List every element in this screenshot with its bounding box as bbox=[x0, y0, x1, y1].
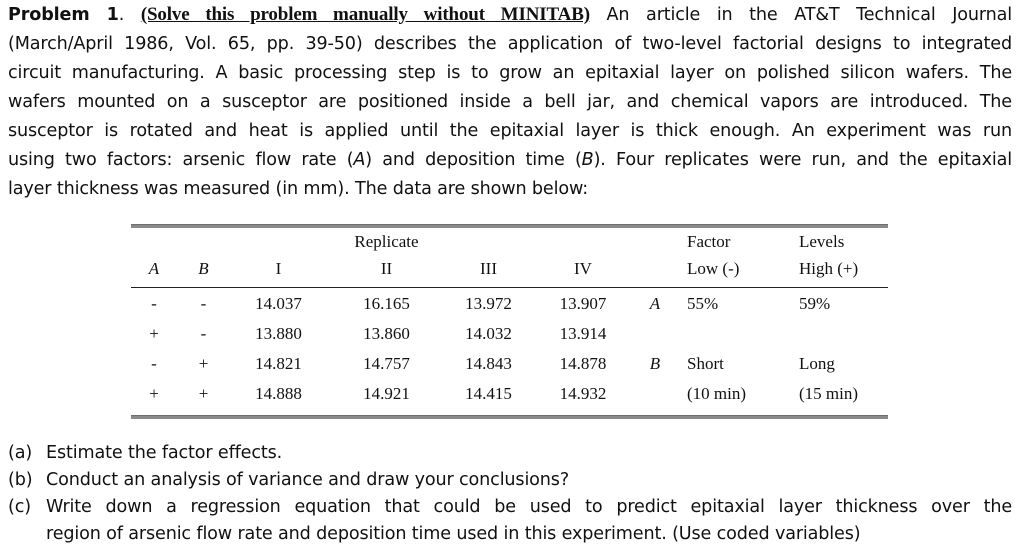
problem-line-7: layer thickness was measured (in mm). Th… bbox=[8, 179, 589, 199]
table-header-rule bbox=[131, 287, 888, 288]
problem-label: Problem 1 bbox=[8, 5, 119, 25]
problem-line-1: Problem 1. (Solve this problem manually … bbox=[8, 4, 1012, 25]
problem-statement: Problem 1. (Solve this problem manually … bbox=[8, 0, 1012, 204]
question-b: (b) Conduct an analysis of variance and … bbox=[8, 467, 1012, 494]
question-text: Estimate the factor effects. bbox=[46, 443, 283, 463]
table-row: + - 13.880 13.860 14.032 13.914 bbox=[149, 324, 607, 343]
problem-line-3: circuit manufacturing. A basic processin… bbox=[8, 63, 1012, 83]
table-bottom-rule bbox=[131, 415, 888, 419]
questions-list: (a) Estimate the factor effects. (b) Con… bbox=[8, 440, 1012, 548]
levels-header: Levels bbox=[799, 231, 845, 251]
problem-line-5: susceptor is rotated and heat is applied… bbox=[8, 121, 1012, 141]
problem-line-4: wafers mounted on a susceptor are positi… bbox=[8, 92, 1012, 112]
col-header-rep-4: IV bbox=[574, 258, 592, 278]
col-header-b: B bbox=[198, 258, 209, 278]
col-header-rep-1: I bbox=[275, 258, 282, 278]
table-header-row: A B I II III IV Low (-) High (+) bbox=[131, 255, 888, 282]
question-label: (b) bbox=[8, 470, 33, 490]
col-header-a: A bbox=[148, 258, 160, 278]
col-header-high: High (+) bbox=[799, 258, 859, 278]
question-c: (c) Write down a regression equation tha… bbox=[8, 494, 1012, 548]
col-header-rep-2: II bbox=[380, 258, 393, 278]
table-row: + + 14.888 14.921 14.415 14.932 (10 min)… bbox=[149, 384, 859, 403]
data-table: Replicate Factor Levels A B I II III IV … bbox=[131, 224, 888, 419]
table-row: - - 14.037 16.165 13.972 13.907 A 55% 59… bbox=[151, 294, 831, 313]
col-header-low: Low (-) bbox=[687, 258, 740, 278]
question-label: (c) bbox=[8, 497, 31, 517]
table-row: - + 14.821 14.757 14.843 14.878 B Short … bbox=[151, 354, 835, 373]
question-label: (a) bbox=[8, 443, 33, 463]
problem-line-2: (March/April 1986, Vol. 65, pp. 39-50) d… bbox=[8, 34, 1012, 54]
replicate-group-header: Replicate bbox=[354, 231, 419, 251]
question-text: Conduct an analysis of variance and draw… bbox=[46, 470, 570, 490]
solve-manually-note: (Solve this problem manually without MIN… bbox=[140, 4, 590, 25]
table-top-rule bbox=[131, 224, 888, 228]
problem-line-6: using two factors: arsenic flow rate (A)… bbox=[8, 150, 1012, 170]
question-text: Write down a regression equation that co… bbox=[46, 497, 1012, 517]
question-a: (a) Estimate the factor effects. bbox=[8, 440, 1012, 467]
col-header-rep-3: III bbox=[480, 258, 497, 278]
table-group-header-row: Replicate Factor Levels bbox=[131, 228, 888, 255]
question-text-continued: region of arsenic flow rate and depositi… bbox=[46, 524, 861, 544]
factor-header: Factor bbox=[687, 231, 731, 251]
